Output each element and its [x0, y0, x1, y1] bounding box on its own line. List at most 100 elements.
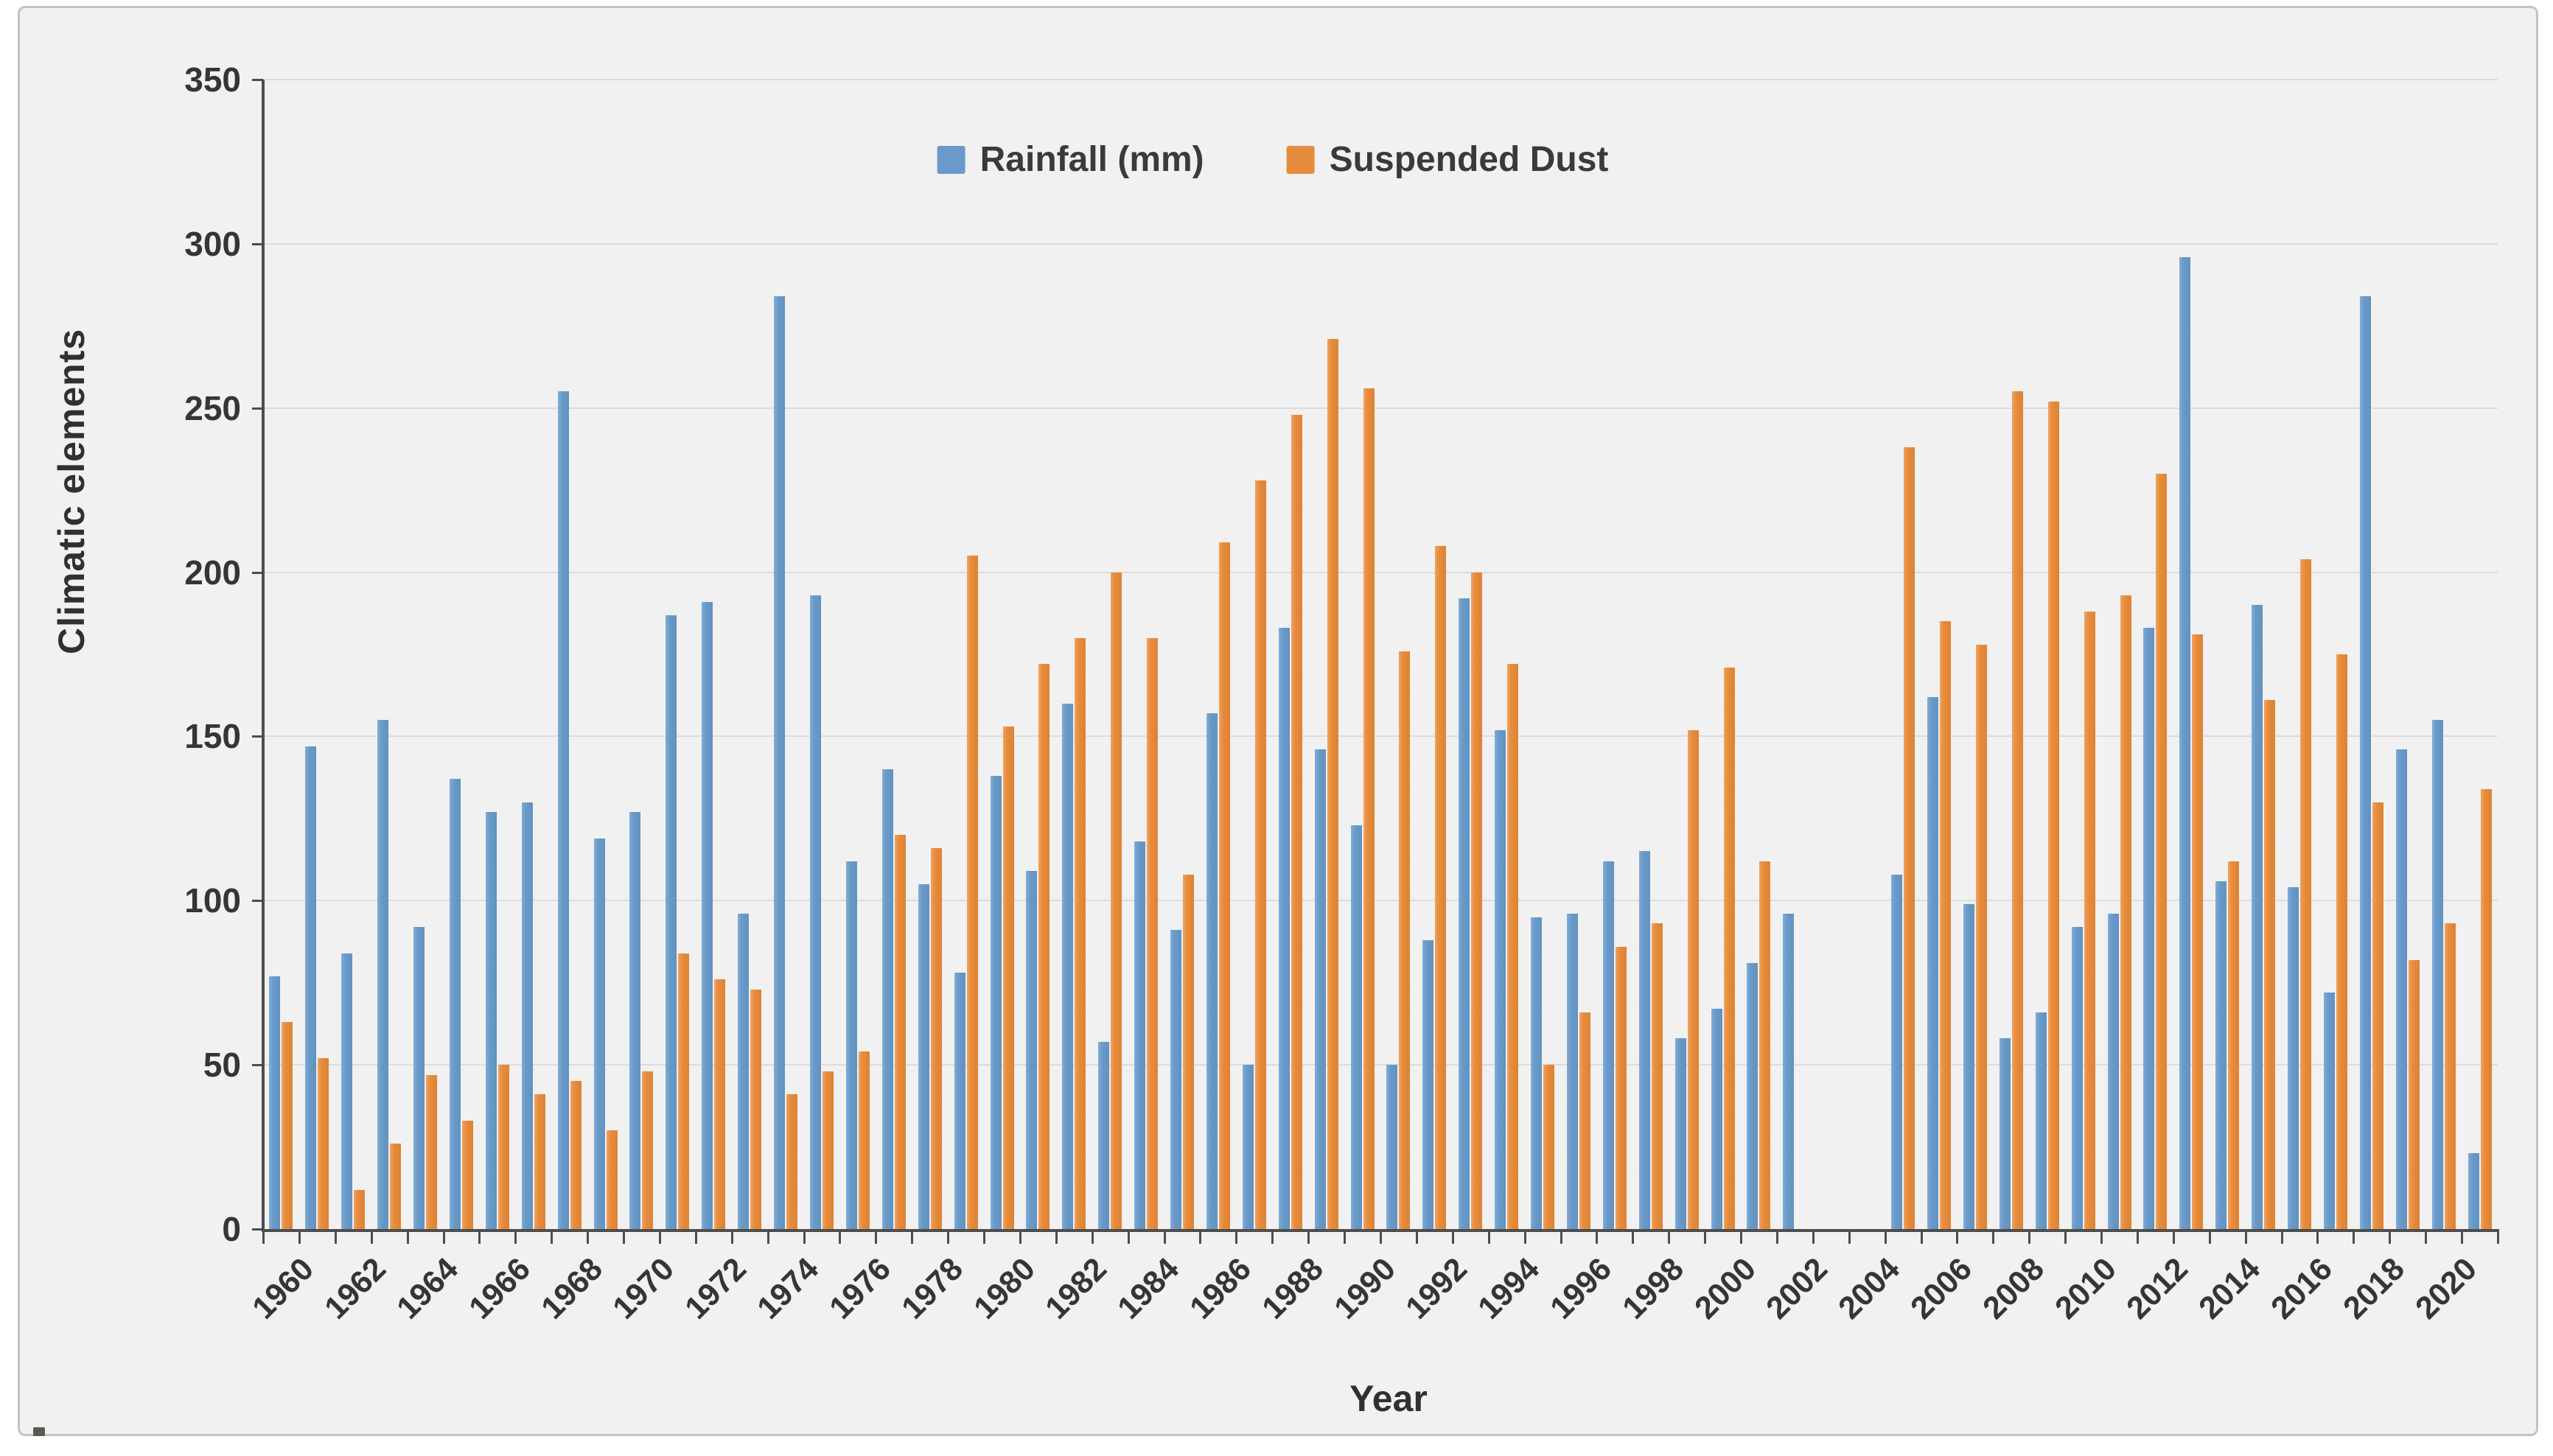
bar-rainfall-1983: [1098, 1041, 1110, 1229]
x-tick-label-1976: 1976: [823, 1251, 898, 1326]
legend-item-suspended-dust: Suspended Dust: [1286, 139, 1608, 180]
x-tick-57: [2316, 1232, 2319, 1244]
bar-rainfall-2020: [2431, 720, 2443, 1229]
x-tick-21: [1019, 1232, 1021, 1244]
bar-rainfall-1982: [1062, 703, 1074, 1229]
x-tick-2: [334, 1232, 337, 1244]
bar-suspended-dust-1991: [1399, 651, 1411, 1229]
bar-rainfall-1995: [1531, 917, 1543, 1229]
bar-suspended-dust-2012: [2156, 473, 2168, 1229]
bar-suspended-dust-1973: [750, 989, 762, 1229]
bar-suspended-dust-2014: [2228, 861, 2240, 1229]
x-tick-58: [2353, 1232, 2355, 1244]
x-tick-label-2006: 2006: [1904, 1251, 1979, 1326]
bar-suspended-dust-1996: [1579, 1012, 1590, 1229]
bar-rainfall-2019: [2395, 749, 2407, 1229]
x-tick-38: [1632, 1232, 1635, 1244]
x-tick-51: [2100, 1232, 2103, 1244]
bar-suspended-dust-1999: [1687, 729, 1699, 1229]
bar-rainfall-1978: [918, 884, 929, 1229]
x-tick-16: [839, 1232, 842, 1244]
x-tick-27: [1235, 1232, 1238, 1244]
x-tick-label-2000: 2000: [1687, 1251, 1763, 1326]
bar-suspended-dust-1987: [1254, 480, 1266, 1229]
bar-rainfall-1972: [702, 601, 713, 1229]
bar-suspended-dust-2017: [2336, 654, 2347, 1229]
x-tick-8: [551, 1232, 553, 1244]
x-tick-39: [1668, 1232, 1671, 1244]
legend: Rainfall (mm) Suspended Dust: [937, 139, 1608, 180]
x-tick-62: [2497, 1232, 2499, 1244]
bar-rainfall-1985: [1170, 930, 1182, 1229]
bar-rainfall-1967: [521, 802, 533, 1229]
bar-suspended-dust-1980: [1002, 727, 1014, 1229]
y-tick-300: [252, 242, 263, 245]
legend-swatch-suspended-dust-icon: [1286, 145, 1315, 174]
x-tick-label-1968: 1968: [534, 1251, 610, 1326]
x-tick-label-1984: 1984: [1111, 1251, 1187, 1326]
y-tick-250: [252, 407, 263, 410]
x-tick-9: [587, 1232, 590, 1244]
bar-suspended-dust-2020: [2444, 923, 2456, 1229]
bar-rainfall-1962: [341, 953, 353, 1229]
x-tick-29: [1307, 1232, 1310, 1244]
bar-rainfall-1960: [269, 976, 281, 1229]
x-tick-44: [1848, 1232, 1851, 1244]
bar-suspended-dust-1978: [930, 847, 942, 1229]
y-tick-350: [252, 79, 263, 81]
x-tick-36: [1560, 1232, 1562, 1244]
gridline-250: [263, 407, 2498, 409]
bar-suspended-dust-1961: [318, 1058, 329, 1229]
y-tick-label-100: 100: [184, 881, 241, 920]
bar-suspended-dust-1966: [497, 1065, 509, 1229]
bar-suspended-dust-1993: [1471, 572, 1483, 1229]
gridline-150: [263, 735, 2498, 738]
gridline-200: [263, 571, 2498, 573]
bar-rainfall-1988: [1278, 628, 1290, 1229]
bar-suspended-dust-1969: [606, 1130, 618, 1229]
bar-suspended-dust-1963: [390, 1144, 402, 1229]
bar-suspended-dust-1974: [786, 1094, 798, 1229]
gridline-350: [263, 79, 2498, 80]
x-tick-label-1990: 1990: [1327, 1251, 1403, 1326]
x-tick-59: [2389, 1232, 2392, 1244]
bar-suspended-dust-1977: [894, 835, 906, 1229]
x-tick-15: [803, 1232, 806, 1244]
bar-suspended-dust-2019: [2408, 959, 2420, 1229]
bar-suspended-dust-1983: [1111, 572, 1122, 1229]
x-tick-41: [1740, 1232, 1743, 1244]
y-tick-label-250: 250: [184, 388, 241, 427]
bar-rainfall-2005: [1891, 874, 1903, 1229]
x-tick-25: [1163, 1232, 1166, 1244]
bar-suspended-dust-1975: [823, 1071, 834, 1229]
y-tick-label-50: 50: [203, 1046, 241, 1085]
x-tick-10: [623, 1232, 626, 1244]
bar-suspended-dust-1997: [1615, 946, 1627, 1229]
bar-rainfall-1987: [1242, 1065, 1254, 1229]
x-tick-label-2016: 2016: [2264, 1251, 2339, 1326]
x-tick-label-1962: 1962: [318, 1251, 394, 1326]
x-tick-12: [694, 1232, 697, 1244]
bar-rainfall-2011: [2107, 914, 2119, 1229]
bar-rainfall-2015: [2252, 605, 2263, 1229]
bar-suspended-dust-1992: [1435, 545, 1447, 1229]
gridline-300: [263, 242, 2498, 245]
x-tick-18: [911, 1232, 914, 1244]
bar-suspended-dust-1971: [678, 953, 690, 1229]
bar-rainfall-2016: [2288, 887, 2299, 1229]
x-tick-label-2012: 2012: [2120, 1251, 2196, 1326]
x-tick-label-1964: 1964: [390, 1251, 466, 1326]
x-tick-label-1982: 1982: [1038, 1251, 1114, 1326]
x-tick-42: [1775, 1232, 1778, 1244]
bar-suspended-dust-1984: [1147, 637, 1159, 1229]
x-tick-label-2014: 2014: [2192, 1251, 2268, 1326]
bar-suspended-dust-1970: [642, 1071, 654, 1229]
x-tick-37: [1596, 1232, 1599, 1244]
gridline-50: [263, 1064, 2498, 1066]
bar-rainfall-2001: [1747, 962, 1759, 1229]
x-tick-label-1966: 1966: [462, 1251, 537, 1326]
x-tick-54: [2208, 1232, 2211, 1244]
x-tick-label-1960: 1960: [245, 1251, 321, 1326]
x-tick-label-1994: 1994: [1471, 1251, 1547, 1326]
bar-rainfall-1961: [305, 746, 317, 1229]
